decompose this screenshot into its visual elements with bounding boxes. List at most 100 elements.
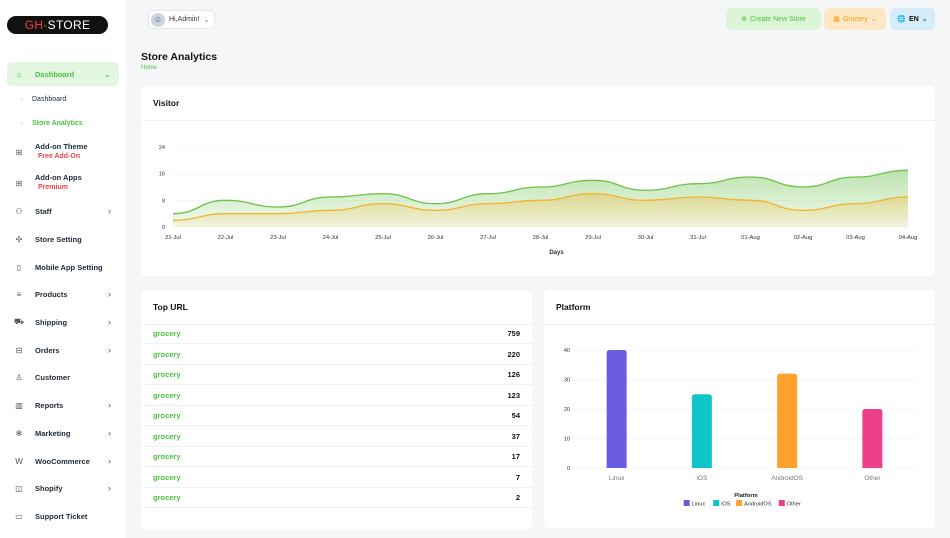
- url-visit-count: 37: [511, 431, 520, 441]
- sidebar-item-marketing[interactable]: ✻ Marketing ›: [7, 421, 119, 445]
- x-tick-label: 02-Aug: [794, 235, 813, 241]
- sidebar-subitem-dashboard[interactable]: ○ Dashboard: [20, 96, 66, 103]
- url-link[interactable]: grocery: [153, 493, 181, 502]
- table-row: grocery 17: [141, 447, 532, 467]
- platform-bar-chart: 0 10 20 30 40 Linux iOS AndroidOS Other Platform L…: [564, 348, 917, 508]
- mobile-icon: ▯: [16, 262, 22, 272]
- language-label: EN: [909, 15, 919, 23]
- url-visit-count: 220: [507, 349, 520, 359]
- settings-icon: ✣: [15, 234, 23, 244]
- url-link[interactable]: grocery: [153, 329, 181, 338]
- x-tick-label: 30-Jul: [638, 235, 654, 241]
- legend-title: Platform: [734, 493, 758, 499]
- visitor-title: Visitor: [153, 98, 180, 108]
- sidebar-item-shipping[interactable]: ⛟ Shipping ›: [7, 310, 119, 334]
- sidebar-item-label: Dashboard: [32, 96, 67, 103]
- truck-icon: ⛟: [13, 317, 25, 326]
- sidebar-item-customer[interactable]: ♙ Customer: [7, 365, 119, 389]
- sidebar-item-label: Customer: [35, 372, 71, 382]
- sidebar-item-woocommerce[interactable]: W WooCommerce ›: [7, 449, 119, 473]
- x-tick-label: 23-Jul: [270, 235, 286, 241]
- legend-label: Linux: [692, 502, 706, 508]
- home-icon: ⌂: [16, 69, 22, 79]
- chevron-down-icon: ⌄: [921, 16, 928, 23]
- top-url-card: Top URL grocery 759 grocery 220 grocery 126 gr…: [141, 290, 532, 530]
- sidebar-item-orders[interactable]: ⊟ Orders ›: [7, 338, 119, 362]
- divider: [544, 324, 935, 325]
- sidebar-item-label: Reports: [35, 400, 64, 410]
- chevron-right-icon: ›: [108, 456, 111, 466]
- legend-swatch: [736, 500, 743, 506]
- bar-other: [862, 409, 883, 468]
- series-area-1: [173, 193, 908, 227]
- sidebar-item-support-ticket[interactable]: ▭ Support Ticket: [7, 504, 119, 528]
- url-link[interactable]: grocery: [153, 472, 181, 482]
- url-link[interactable]: grocery: [153, 452, 181, 461]
- cart-icon: ⊟: [15, 345, 23, 355]
- url-visit-count: 54: [511, 411, 520, 420]
- url-visit-count: 2: [515, 493, 520, 502]
- sidebar-item-label: WooCommerce: [35, 456, 90, 466]
- sidebar-item-shopify[interactable]: ◫ Shopify ›: [7, 476, 119, 500]
- table-row: grocery 220: [141, 345, 532, 365]
- sidebar-subitem-store-analytics[interactable]: ○ Store Analytics: [20, 120, 83, 127]
- platform-title: Platform: [556, 302, 591, 312]
- store-selector[interactable]: ▦ Grocery ⌄: [824, 8, 886, 30]
- x-tick-label: AndroidOS: [771, 475, 803, 482]
- url-link[interactable]: grocery: [153, 390, 181, 400]
- legend-swatch: [683, 500, 690, 506]
- list-icon: ≡: [16, 289, 22, 299]
- page-title: Store Analytics: [141, 51, 218, 63]
- url-visit-count: 126: [507, 370, 520, 379]
- sidebar-item-addon-theme[interactable]: ⊞ Add-on Theme Free Add-On: [7, 140, 119, 164]
- sidebar-item-reports[interactable]: ▥ Reports ›: [7, 393, 119, 417]
- chevron-right-icon: ›: [108, 206, 111, 216]
- y-tick-label: 0: [162, 225, 165, 231]
- table-row: grocery 759: [141, 324, 532, 344]
- chevron-down-icon: ⌄: [103, 68, 111, 79]
- url-link[interactable]: grocery: [153, 411, 181, 420]
- breadcrumb[interactable]: Home: [141, 65, 158, 71]
- y-tick-label: 8: [162, 198, 165, 204]
- y-tick-label: 0: [567, 466, 570, 472]
- sidebar-item-staff[interactable]: ⚇ Staff ›: [7, 199, 119, 223]
- sidebar-item-dashboard[interactable]: ⌂ Dashboard ⌄: [7, 62, 119, 86]
- y-tick-label: 40: [564, 348, 570, 354]
- chevron-down-icon: ⌄: [870, 16, 877, 23]
- chevron-right-icon: ›: [108, 428, 111, 438]
- sidebar-item-products[interactable]: ≡ Products ›: [7, 282, 119, 306]
- user-menu[interactable]: ☺ Hi,Admin! ⌄: [148, 10, 216, 29]
- sidebar-item-addon-apps[interactable]: ⊞ Add-on Apps Premium: [7, 171, 119, 195]
- chevron-right-icon: ›: [108, 483, 111, 493]
- url-link[interactable]: grocery: [153, 431, 181, 441]
- table-row: grocery 2: [141, 488, 532, 508]
- divider: [141, 324, 532, 325]
- url-link[interactable]: grocery: [153, 349, 181, 359]
- chevron-right-icon: ›: [108, 345, 111, 355]
- create-store-button[interactable]: ⊕ Create New Store: [726, 8, 821, 30]
- sidebar-item-label: Orders: [35, 345, 60, 355]
- table-row: grocery 126: [141, 365, 532, 385]
- sidebar-item-store-setting[interactable]: ✣ Store Setting: [7, 227, 119, 251]
- legend-swatch: [713, 500, 720, 506]
- x-tick-label: 26-Jul: [428, 235, 444, 241]
- chevron-down-icon: ⌄: [203, 16, 210, 24]
- sidebar-item-label: Marketing: [35, 428, 71, 438]
- brand-logo[interactable]: GH-STORE: [7, 16, 108, 34]
- plus-circle-icon: ⊕: [741, 16, 748, 23]
- sidebar-item-mobile-app-setting[interactable]: ▯ Mobile App Setting: [7, 255, 119, 279]
- series-line-0: [172, 169, 909, 215]
- language-selector[interactable]: 🌐 EN ⌄: [890, 8, 935, 30]
- x-tick-label: 27-Jul: [480, 235, 496, 241]
- legend-label: AndroidOS: [744, 502, 772, 508]
- url-link[interactable]: grocery: [153, 370, 181, 379]
- ticket-icon: ▭: [15, 511, 23, 521]
- table-row: grocery 123: [141, 386, 532, 406]
- legend-label: Other: [787, 502, 801, 508]
- x-tick-label: 03-Aug: [846, 235, 865, 241]
- x-tick-label: 01-Aug: [741, 235, 760, 241]
- avatar: ☺: [151, 12, 165, 27]
- legend-label: iOS: [721, 502, 731, 508]
- bar-ios: [691, 394, 712, 468]
- y-tick-label: 16: [159, 172, 165, 178]
